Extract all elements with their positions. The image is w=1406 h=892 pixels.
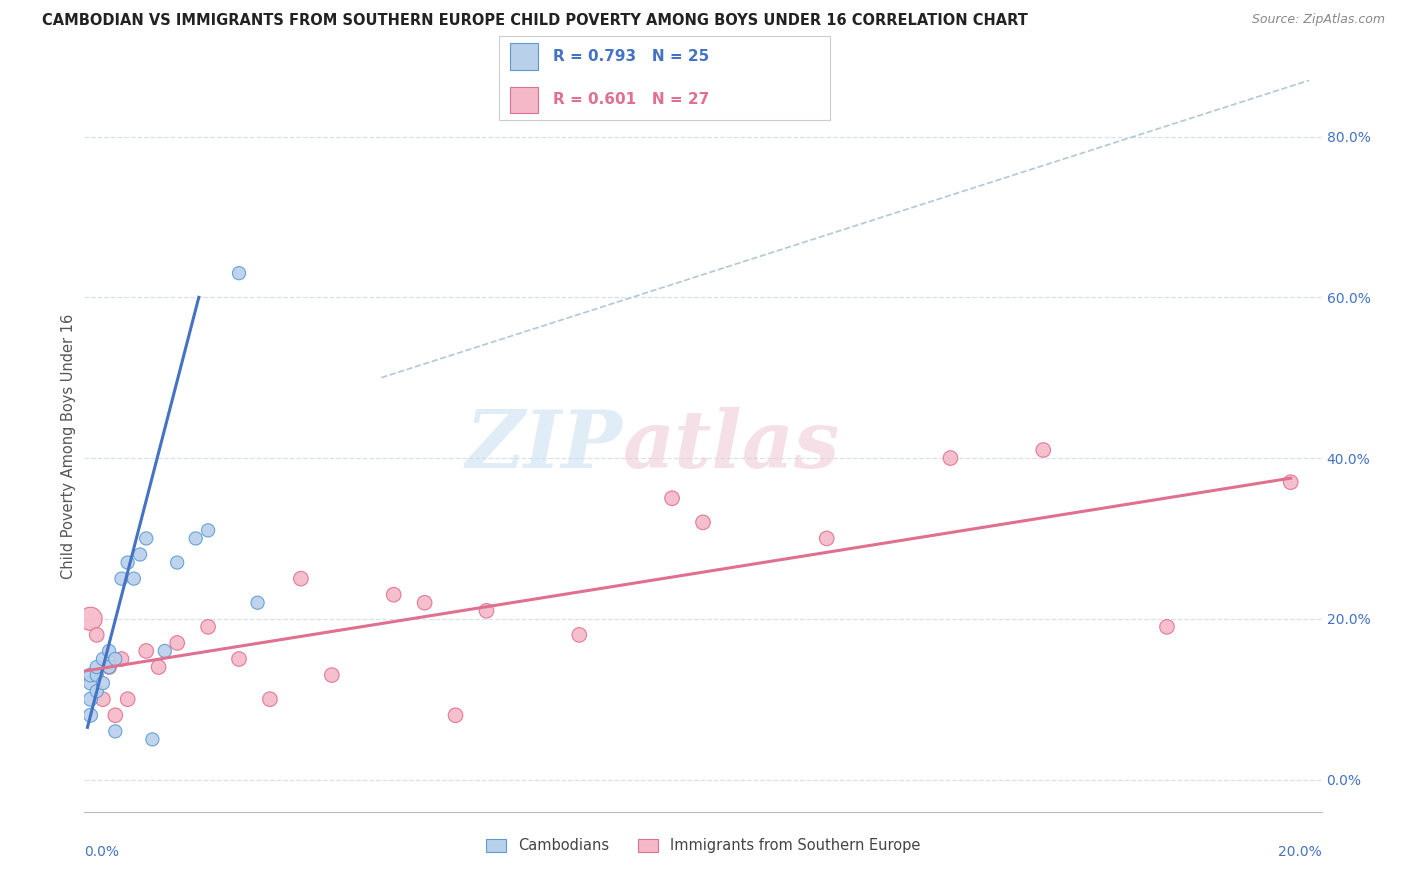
Point [86,660,108,674]
Point [166,636,188,650]
Text: 0.0%: 0.0% [84,845,120,859]
Point [79,612,101,626]
Text: Source: ZipAtlas.com: Source: ZipAtlas.com [1251,13,1385,27]
Point [1156,620,1178,634]
Point [98,660,121,674]
Point [228,266,250,280]
Point [79,692,101,706]
Point [104,652,127,666]
Point [228,652,250,666]
Point [444,708,467,723]
Point [1279,475,1302,490]
Point [166,556,188,570]
Point [153,644,176,658]
Point [1032,443,1054,458]
Point [104,708,127,723]
Point [86,628,108,642]
Point [117,556,139,570]
Point [104,724,127,739]
Text: CAMBODIAN VS IMMIGRANTS FROM SOUTHERN EUROPE CHILD POVERTY AMONG BOYS UNDER 16 C: CAMBODIAN VS IMMIGRANTS FROM SOUTHERN EU… [42,13,1028,29]
Text: 20.0%: 20.0% [1278,845,1322,859]
Point [91,692,114,706]
Point [79,676,101,690]
Point [91,676,114,690]
Point [568,628,591,642]
Text: atlas: atlas [623,408,839,484]
Point [86,668,108,682]
Point [91,652,114,666]
Point [184,532,207,546]
Point [86,684,108,698]
Text: R = 0.793   N = 25: R = 0.793 N = 25 [553,49,709,63]
Point [290,572,312,586]
Point [148,660,170,674]
Text: R = 0.601   N = 27: R = 0.601 N = 27 [553,93,709,107]
Point [79,668,101,682]
Point [259,692,281,706]
Point [661,491,683,506]
Point [815,532,838,546]
Point [110,572,132,586]
Point [197,620,219,634]
Point [117,692,139,706]
Point [197,524,219,538]
Point [135,532,157,546]
Point [246,596,269,610]
Point [141,732,163,747]
Point [692,516,714,530]
Point [98,644,121,658]
Point [129,548,152,562]
Point [939,451,962,466]
Y-axis label: Child Poverty Among Boys Under 16: Child Poverty Among Boys Under 16 [60,313,76,579]
Legend: Cambodians, Immigrants from Southern Europe: Cambodians, Immigrants from Southern Eur… [479,832,927,859]
Point [321,668,343,682]
Point [110,652,132,666]
Point [122,572,145,586]
Point [79,708,101,723]
Point [98,660,121,674]
Point [413,596,436,610]
Point [475,604,498,618]
Text: ZIP: ZIP [465,408,623,484]
Point [135,644,157,658]
Point [382,588,405,602]
